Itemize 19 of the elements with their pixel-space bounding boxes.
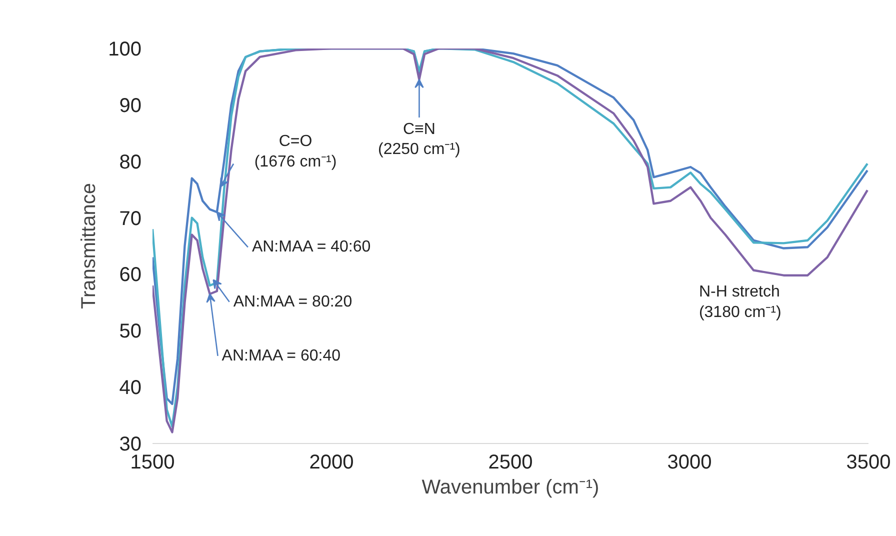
x-tick-label: 3500 (846, 452, 891, 474)
y-axis-title: Transmittance (78, 183, 100, 309)
y-tick-label: 70 (119, 208, 142, 230)
x-tick-label: 2500 (488, 452, 533, 474)
annotation: N-H stretch (3180 cm⁻¹) (698, 284, 782, 321)
annotation: C=O (1676 cm⁻¹) (254, 133, 337, 170)
y-tick-label: 40 (119, 377, 142, 400)
y-tick-label: 60 (119, 264, 142, 286)
annotation: AN:MAA = 40:60 (252, 238, 371, 256)
y-tick-label: 100 (108, 38, 142, 60)
x-tick-label: 3000 (667, 452, 712, 474)
y-tick-label: 80 (119, 151, 142, 174)
x-tick-label: 2000 (309, 452, 354, 474)
y-tick-label: 90 (119, 94, 142, 117)
x-axis-title: Wavenumber (cm⁻¹) (422, 476, 600, 498)
annotation: AN:MAA = 60:40 (222, 347, 341, 364)
annotation: AN:MAA = 80:20 (233, 293, 352, 310)
annotation: C≡N (2250 cm⁻¹) (378, 120, 460, 158)
y-tick-label: 50 (119, 320, 142, 343)
